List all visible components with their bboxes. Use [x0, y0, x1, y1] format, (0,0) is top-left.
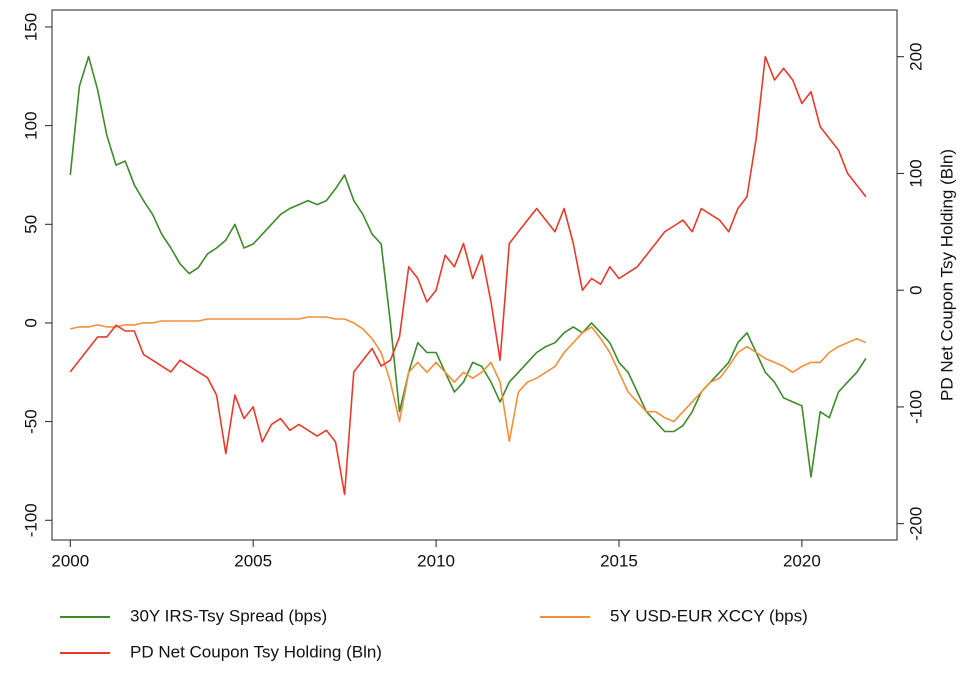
series-line — [70, 316, 867, 443]
y2-tick-label: 100 — [906, 159, 925, 187]
y-tick-label: 150 — [21, 13, 40, 41]
legend-label: PD Net Coupon Tsy Holding (Bln) — [130, 642, 382, 661]
y2-tick-label: 0 — [906, 285, 925, 294]
y-tick-label: 50 — [21, 215, 40, 234]
x-tick-label: 2005 — [234, 551, 272, 570]
y-tick-label: 0 — [21, 318, 40, 327]
x-tick-label: 2020 — [783, 551, 821, 570]
plot-frame — [51, 9, 898, 541]
legend-label: 5Y USD-EUR XCCY (bps) — [610, 606, 808, 625]
y2-axis-label: PD Net Coupon Tsy Holding (Bln) — [937, 149, 956, 401]
x-tick-label: 2015 — [600, 551, 638, 570]
y2-tick-label: 200 — [906, 43, 925, 71]
y2-tick-label: -100 — [906, 390, 925, 424]
y-tick-label: 100 — [21, 111, 40, 139]
y2-tick-label: -200 — [906, 507, 925, 541]
legend-label: 30Y IRS-Tsy Spread (bps) — [130, 606, 327, 625]
x-tick-label: 2010 — [417, 551, 455, 570]
y-tick-label: -100 — [21, 503, 40, 537]
y-tick-label: -50 — [21, 409, 40, 434]
series-line — [69, 55, 867, 478]
series-line — [69, 55, 867, 496]
x-tick-label: 2000 — [51, 551, 89, 570]
